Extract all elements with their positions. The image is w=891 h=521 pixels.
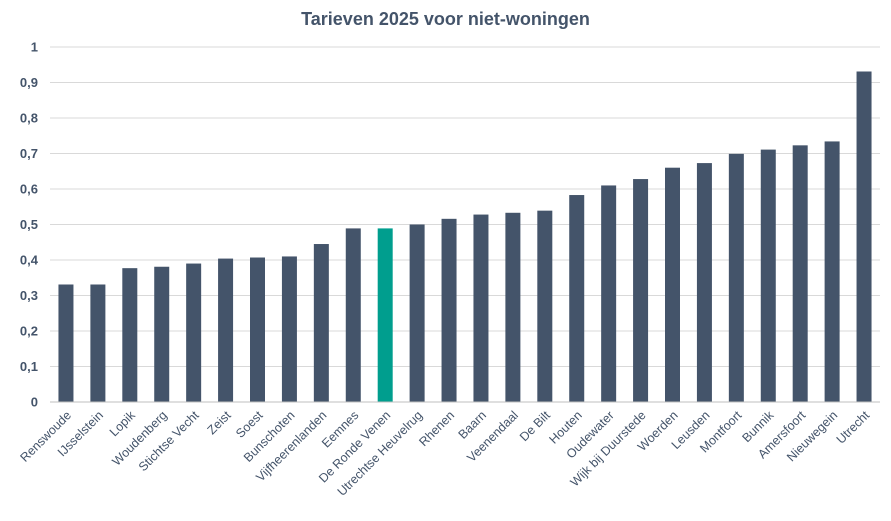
bar	[505, 212, 521, 402]
gridlines	[50, 46, 880, 367]
bar	[665, 167, 680, 402]
y-axis-ticks: 0 0,1 0,2 0,3 0,4 0,5 0,6 0,7 0,8 0,9 1	[20, 40, 39, 410]
bar	[250, 257, 265, 402]
bar	[313, 244, 329, 402]
bar	[154, 266, 170, 402]
y-tick-label: 0,4	[20, 253, 39, 268]
bar	[90, 284, 106, 402]
bar	[122, 268, 138, 402]
bar	[856, 71, 872, 403]
bar	[473, 214, 489, 402]
bars	[58, 71, 872, 403]
x-tick-label: Rhenen	[416, 408, 457, 449]
y-tick-label: 0,7	[20, 146, 38, 161]
bar	[728, 153, 744, 402]
bar	[760, 149, 776, 402]
bar	[537, 210, 553, 402]
bar	[409, 224, 425, 402]
bar	[696, 163, 712, 402]
bar	[569, 195, 585, 402]
y-tick-label: 0,9	[20, 75, 38, 90]
bar	[345, 228, 361, 402]
y-tick-label: 0,3	[20, 288, 38, 303]
y-tick-label: 0,1	[20, 359, 38, 374]
bar	[633, 179, 649, 402]
y-tick-label: 0,2	[20, 324, 38, 339]
bar	[601, 185, 617, 402]
bar	[281, 256, 297, 402]
bar	[186, 263, 202, 402]
y-tick-label: 0	[31, 395, 38, 410]
bar	[377, 228, 393, 402]
x-tick-label: Zeist	[205, 408, 234, 437]
y-tick-label: 0,6	[20, 182, 38, 197]
bar	[792, 145, 808, 402]
bar	[441, 218, 457, 402]
bar	[58, 284, 74, 402]
y-tick-label: 0,5	[20, 217, 38, 232]
x-tick-label: Utrecht	[834, 408, 873, 447]
chart-title: Tarieven 2025 voor niet-woningen	[301, 9, 590, 29]
y-tick-label: 1	[31, 40, 38, 55]
y-tick-label: 0,8	[20, 111, 38, 126]
bar	[824, 141, 840, 402]
bar	[218, 258, 234, 402]
